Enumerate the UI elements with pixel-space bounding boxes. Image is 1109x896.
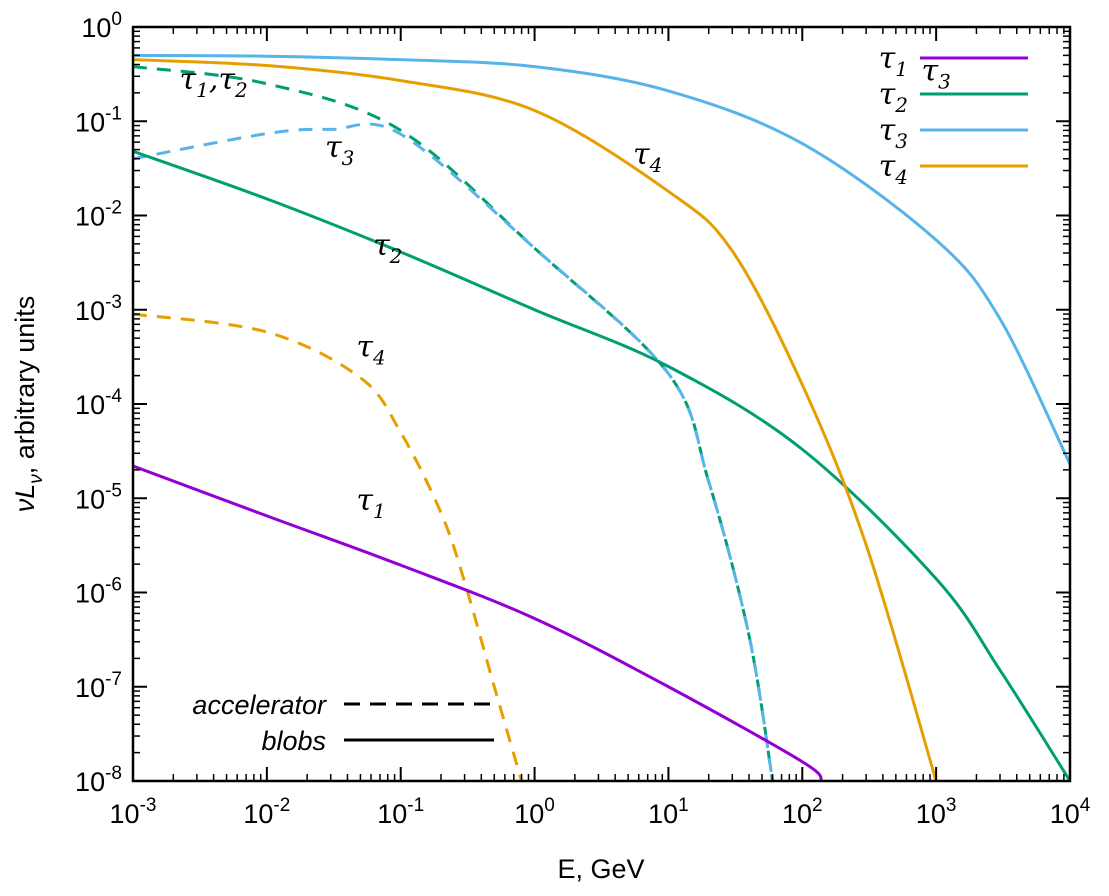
legend-label: τ3: [879, 113, 908, 153]
x-tick-label: 10-3: [110, 795, 157, 829]
series-line-7: [133, 312, 524, 781]
x-axis-title: E, GeV: [557, 854, 644, 884]
y-axis-title: νLν, arbitrary units: [10, 296, 47, 513]
curve-label: τ3: [921, 54, 950, 94]
x-tick-label: 104: [1050, 795, 1091, 829]
y-tick-label: 10-6: [75, 575, 122, 609]
series-line-4: [133, 58, 938, 781]
legend-label: τ4: [879, 149, 908, 189]
style-legend-label: accelerator: [192, 690, 327, 720]
series-line-6: [133, 122, 775, 781]
x-tick-label: 101: [648, 795, 689, 829]
x-tick-label: 10-1: [377, 795, 424, 829]
series-line-3: [133, 53, 1070, 465]
y-tick-label: 10-7: [75, 669, 122, 703]
y-tick-label: 10-4: [75, 386, 122, 420]
plot-frame: [131, 25, 1072, 783]
curve-label: τ1,τ2: [179, 62, 247, 102]
curve-label: τ2: [373, 228, 402, 268]
style-legend-label: blobs: [261, 726, 326, 756]
series-line-1: [133, 464, 824, 781]
series-line-2: [133, 149, 1070, 781]
y-tick-label: 10-3: [75, 292, 122, 326]
y-tick-label: 100: [81, 9, 122, 43]
y-tick-label: 10-1: [75, 103, 122, 137]
legend-label: τ2: [879, 77, 908, 117]
curve-label: τ4: [356, 329, 385, 369]
x-tick-label: 100: [514, 795, 555, 829]
curve-label: τ4: [633, 137, 662, 177]
y-tick-label: 10-2: [75, 198, 122, 232]
curve-label: τ1: [356, 483, 385, 523]
y-tick-label: 10-5: [75, 480, 122, 514]
ticks-layer: 10-3 10-2 10-1 100 101 102 103 104 100 10-1 10-2 10…: [75, 9, 1091, 829]
series-layer: [133, 53, 1070, 781]
y-tick-label: 10-8: [75, 763, 122, 797]
legend-label: τ1: [879, 41, 908, 81]
x-tick-label: 10-2: [243, 795, 290, 829]
x-tick-label: 102: [782, 795, 823, 829]
x-tick-label: 103: [916, 795, 957, 829]
curve-label: τ3: [325, 130, 354, 170]
